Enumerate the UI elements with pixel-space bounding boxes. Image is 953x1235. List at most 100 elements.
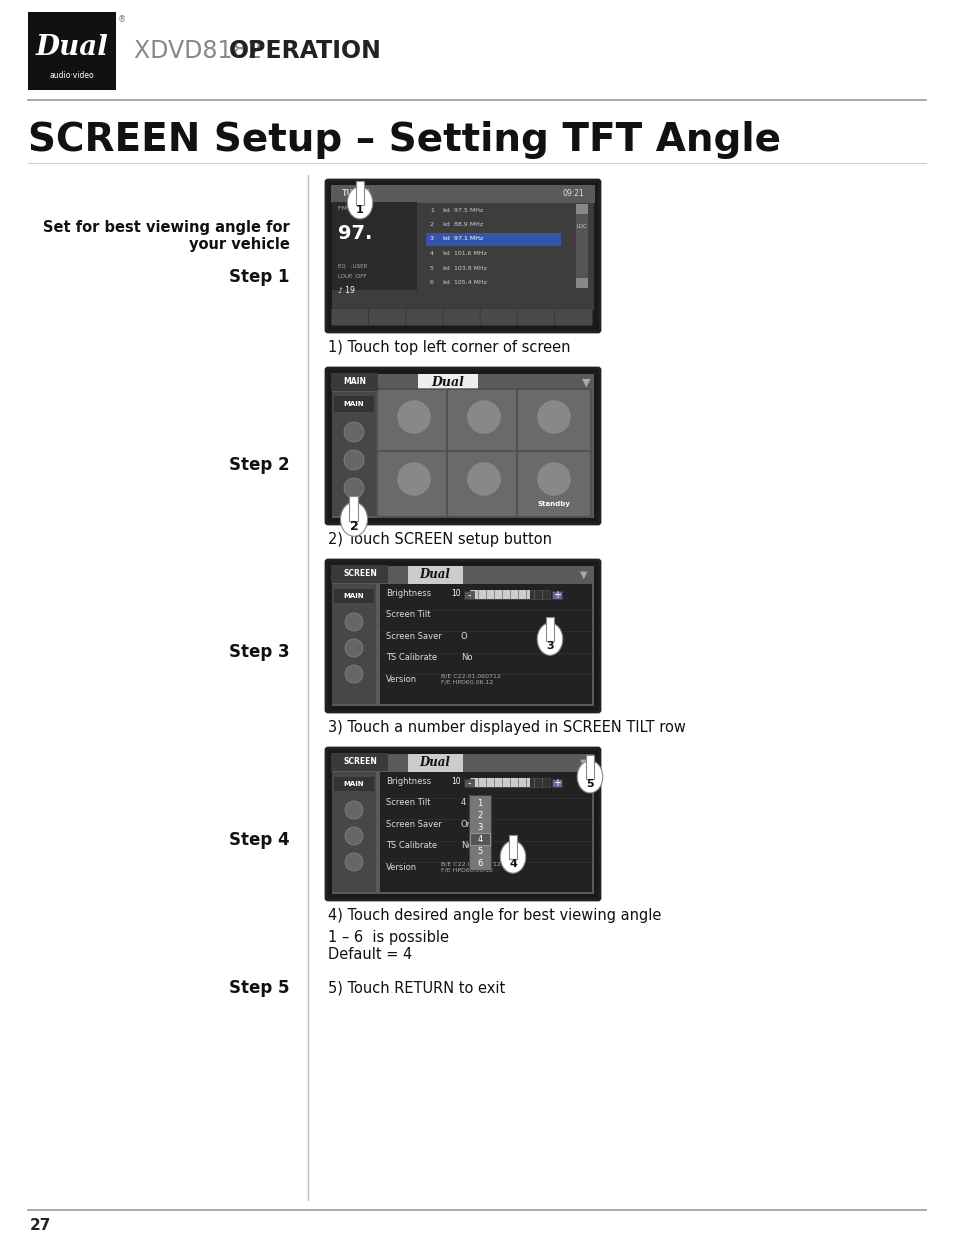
FancyBboxPatch shape [326,180,599,332]
Bar [463,779,474,787]
Text: 1: 1 [476,799,482,808]
Circle shape [537,400,570,433]
Text: 4) Touch desired angle for best viewing angle: 4) Touch desired angle for best viewing … [328,908,660,923]
Circle shape [345,802,363,819]
Text: ♪ 19: ♪ 19 [337,287,355,295]
Text: 4: 4 [430,251,434,256]
Text: 97.5 MHz: 97.5 MHz [454,207,483,212]
Text: Step 2: Step 2 [229,456,290,474]
Text: kd: kd [441,280,449,285]
Text: 88.9 MHz: 88.9 MHz [454,222,482,227]
Bar [508,835,517,858]
Circle shape [396,400,431,433]
Text: 4: 4 [476,835,482,844]
Bar [332,566,594,706]
FancyBboxPatch shape [326,748,599,900]
Circle shape [467,462,500,495]
Bar [552,592,561,599]
Text: kd: kd [441,222,449,227]
Text: 5: 5 [430,266,434,270]
Text: 5: 5 [476,847,482,856]
Circle shape [344,450,364,471]
Text: 2: 2 [476,810,482,820]
Text: Screen Saver: Screen Saver [386,820,441,829]
Ellipse shape [499,841,525,873]
Text: B/E C22.01.060712
F/E HPD60.06.12: B/E C22.01.060712 F/E HPD60.06.12 [440,862,500,873]
Text: 10: 10 [451,778,460,787]
Text: 97.1 MHz: 97.1 MHz [454,236,483,242]
Bar [332,374,594,517]
Text: 3) Touch a number displayed in SCREEN TILT row: 3) Touch a number displayed in SCREEN TI… [328,720,685,735]
Circle shape [344,422,364,442]
Text: kd: kd [441,266,449,270]
Text: Brightness: Brightness [386,777,431,785]
Text: -: - [467,590,470,600]
Bar [408,755,462,772]
Text: LOUE :OFF: LOUE :OFF [337,274,366,279]
FancyBboxPatch shape [326,559,599,713]
Text: No: No [460,841,472,850]
Bar [545,618,554,641]
Text: 2: 2 [430,222,434,227]
Bar [334,396,374,412]
Text: FM  ST: FM ST [337,206,358,211]
Text: 101.6 MHz: 101.6 MHz [454,251,486,256]
Text: MAIN: MAIN [343,401,364,408]
Text: MAIN: MAIN [343,378,366,387]
Text: Step 3: Step 3 [229,643,290,661]
Text: Step 5: Step 5 [230,979,290,997]
Text: Standby: Standby [537,501,570,508]
FancyBboxPatch shape [479,309,517,326]
Text: EQ   :USER: EQ :USER [337,264,367,269]
Bar [332,584,375,704]
Bar [470,834,490,845]
Text: TS Calibrate: TS Calibrate [386,841,436,850]
Text: ▼: ▼ [579,571,587,580]
Text: Dual: Dual [35,33,109,61]
Ellipse shape [537,622,562,656]
Circle shape [345,853,363,871]
Bar [355,180,364,205]
Bar [585,755,594,778]
Text: +: + [553,590,560,600]
Circle shape [537,462,570,495]
Text: 1 – 6  is possible
Default = 4: 1 – 6 is possible Default = 4 [328,930,449,962]
Bar [470,778,530,787]
Text: 103.8 MHz: 103.8 MHz [454,266,486,270]
Text: 2) Touch SCREEN setup button: 2) Touch SCREEN setup button [328,532,552,547]
Text: MAIN: MAIN [343,593,364,599]
Text: 97.: 97. [337,224,372,243]
Bar [334,589,374,603]
Text: audio·video: audio·video [50,72,94,80]
Bar [379,772,592,892]
Text: 1: 1 [430,207,434,212]
Text: 27: 27 [30,1218,51,1233]
Text: 1) Touch top left corner of screen: 1) Touch top left corner of screen [328,340,570,354]
Text: 5) Touch RETURN to exit: 5) Touch RETURN to exit [328,981,505,995]
Text: SCREEN: SCREEN [343,757,376,767]
Bar [332,203,416,290]
Bar [408,566,462,584]
Text: Version: Version [386,863,416,872]
Circle shape [345,664,363,683]
Text: Dual: Dual [431,377,464,389]
Text: TUNER: TUNER [341,189,371,199]
FancyBboxPatch shape [331,753,388,771]
Text: 1: 1 [355,205,363,215]
Text: On: On [460,820,473,829]
FancyBboxPatch shape [331,564,388,583]
Text: O: O [460,631,467,641]
Bar [334,777,374,790]
Bar [576,278,587,288]
Text: 5: 5 [585,778,593,789]
Text: kd: kd [441,236,449,242]
Text: LOC: LOC [576,225,587,230]
Circle shape [345,613,363,631]
Text: ▼: ▼ [579,758,587,768]
Text: No: No [460,653,472,662]
Text: Brightness: Brightness [386,589,431,598]
FancyBboxPatch shape [517,389,590,454]
Bar [332,391,375,516]
Bar [426,233,560,246]
Bar [469,795,491,871]
